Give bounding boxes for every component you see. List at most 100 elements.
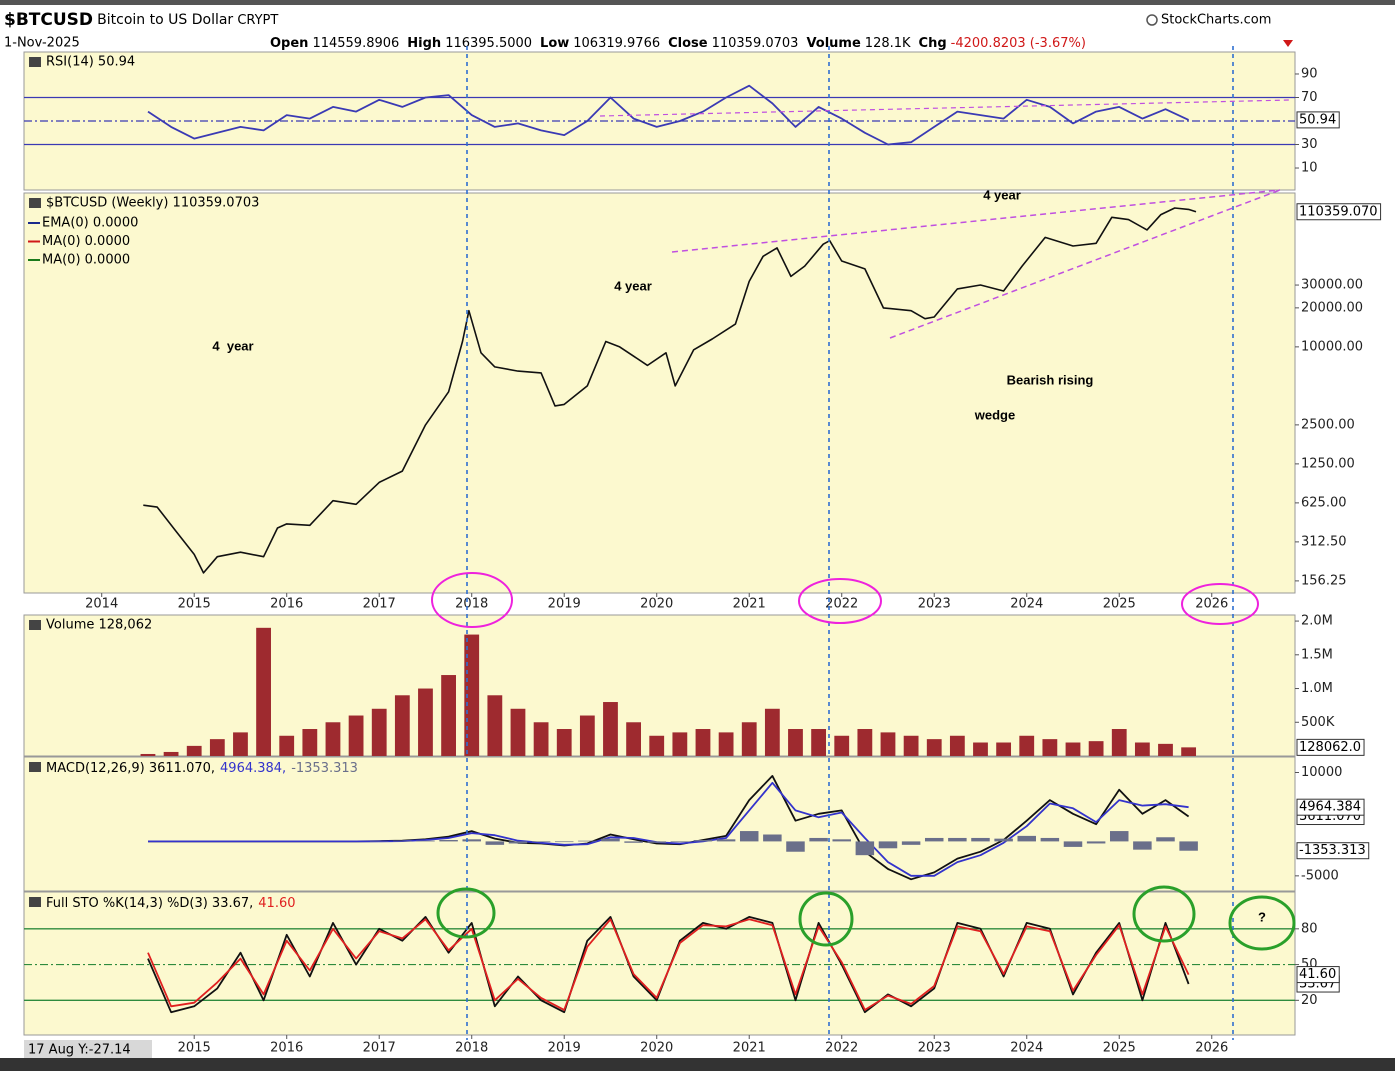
quote-label: Chg (919, 36, 947, 51)
last-value-label: -1353.313 (1299, 843, 1366, 858)
annotation: wedge (974, 407, 1015, 422)
x-tick-label: 2022 (825, 597, 858, 612)
logo (1146, 14, 1158, 26)
down-arrow (1283, 40, 1293, 47)
histogram-bar (439, 840, 458, 842)
bar (163, 751, 179, 756)
panel-icon (29, 897, 41, 907)
highlight-circle (798, 578, 882, 624)
y-tick-label: 2.0M (1301, 614, 1333, 629)
quote-value: 116395.5000 (445, 36, 532, 51)
x-tick-label: 2016 (270, 597, 303, 612)
wedge-line (671, 189, 1281, 253)
legend-label: MA(0) 0.0000 (42, 253, 130, 268)
highlight-circle (798, 891, 854, 947)
x-tick-label: 2015 (178, 1041, 211, 1056)
bar (973, 742, 988, 756)
last-value-label: 4964.384 (1299, 800, 1361, 815)
bar (880, 732, 896, 756)
panel-title: Full STO %K(14,3) %D(3) 33.67, 41.60 (46, 896, 296, 911)
exchange: CRYPT (237, 13, 278, 28)
y-tick-label: 1250.00 (1301, 456, 1355, 471)
last-value-box (1296, 842, 1370, 860)
symbol: $BTCUSD (4, 10, 93, 30)
bar (903, 735, 919, 756)
legend-label: EMA(0) 0.0000 (42, 216, 138, 231)
histogram-bar (531, 841, 551, 843)
header-title: $BTCUSD Bitcoin to US Dollar CRYPT (4, 10, 278, 30)
x-tick-label: 2020 (640, 1041, 673, 1056)
histogram-bar (878, 841, 898, 849)
footer-box (24, 1040, 152, 1058)
highlight-circle (436, 887, 496, 939)
bar (764, 708, 780, 756)
series-line (147, 84, 1189, 146)
overlays (431, 46, 1296, 1040)
y-tick-label: 30000.00 (1301, 278, 1363, 293)
bar (371, 708, 387, 756)
bar (140, 753, 156, 756)
bar (186, 745, 202, 756)
bar (1134, 742, 1150, 756)
annotation: 4 year (614, 278, 652, 293)
bar (857, 729, 873, 756)
histogram-bar (393, 840, 412, 842)
histogram-bar (485, 841, 505, 845)
last-value-box (1296, 738, 1365, 756)
histogram-bar (554, 841, 574, 843)
x-tick-label: 2021 (733, 597, 766, 612)
bar (996, 742, 1012, 756)
last-value-box (1296, 203, 1382, 221)
panel (23, 614, 1296, 757)
histogram-bar (1063, 841, 1083, 847)
annotation: ? (1258, 909, 1266, 924)
quote: Open 114559.8906 High 116395.5000 Low 106319.… (270, 36, 1086, 51)
bar (926, 739, 942, 756)
source: StockCharts.com (1161, 13, 1271, 28)
bar (834, 735, 850, 756)
histogram-bar (1133, 841, 1152, 850)
title-part: 4964.384, (220, 761, 286, 776)
bar (302, 729, 318, 756)
histogram-bar (508, 841, 528, 844)
y-tick-label: 90 (1301, 66, 1318, 81)
bar (325, 722, 341, 756)
bar (1181, 747, 1197, 756)
x-tick-label: 2019 (548, 597, 581, 612)
histogram-bar (1086, 841, 1106, 844)
highlight-circle (431, 572, 513, 628)
bar (672, 732, 688, 756)
histogram-bar (832, 839, 851, 842)
y-tick-label: 10000.00 (1301, 339, 1363, 354)
bar (441, 675, 456, 756)
y-tick-label: 156.25 (1301, 573, 1347, 588)
highlight-circle (1228, 895, 1296, 951)
histogram-bar (647, 841, 666, 843)
y-tick-label: 20000.00 (1301, 300, 1363, 315)
x-tick-label: 2016 (270, 1041, 303, 1056)
bar (487, 695, 503, 756)
bar (649, 735, 665, 756)
annotation: Bearish rising (1007, 372, 1094, 387)
series-line (148, 781, 1189, 877)
x-tick-label: 2026 (1195, 1041, 1228, 1056)
last-value-label: 41.60 (1299, 967, 1336, 982)
bar (510, 708, 526, 756)
quote-label: High (407, 36, 441, 51)
panel-icon (29, 620, 41, 630)
quote-value: 106319.9766 (573, 36, 660, 51)
bar (718, 732, 734, 756)
top-border (0, 0, 1395, 5)
x-tick-label: 2025 (1103, 597, 1136, 612)
histogram-bar (1017, 835, 1036, 842)
x-tick-label: 2025 (1103, 1041, 1136, 1056)
y-tick-label: 80 (1301, 921, 1318, 936)
x-tick-label: 2023 (918, 1041, 951, 1056)
title-part: MACD(12,26,9) 3611.070, (46, 761, 215, 776)
y-tick-label: 312.50 (1301, 534, 1347, 549)
bar (348, 715, 364, 756)
last-value-box (1296, 111, 1340, 129)
last-value-box (1296, 798, 1365, 816)
histogram-bar (763, 834, 782, 842)
